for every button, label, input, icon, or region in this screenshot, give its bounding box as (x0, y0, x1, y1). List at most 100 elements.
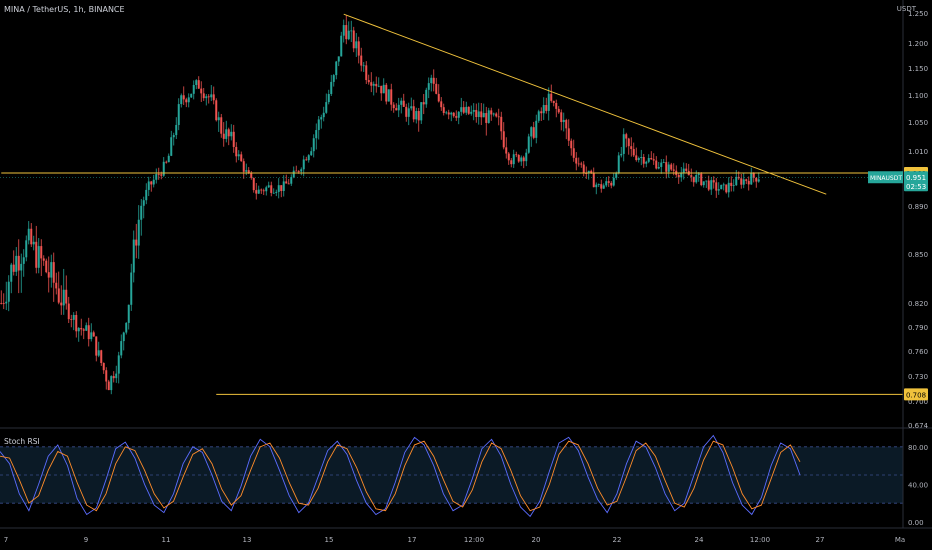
candle-body (517, 154, 520, 162)
candle-body (265, 187, 268, 192)
candle-body (17, 255, 20, 271)
candle-body (607, 181, 610, 183)
candle-body (170, 137, 173, 156)
symbol-tag (868, 171, 903, 184)
candle-body (272, 192, 275, 194)
candle-body (252, 177, 255, 191)
candle-body (302, 159, 305, 170)
candle-body (727, 182, 730, 193)
candle-body (247, 170, 250, 174)
candle-body (235, 146, 238, 157)
candle-body (60, 302, 63, 306)
time-tick-label: Ma (895, 536, 905, 544)
time-axis[interactable]: 7 9 11 13 15 17 12:00 20 22 24 12:00 27 Ma (0, 527, 932, 544)
indicator-title: Stoch RSI (4, 437, 40, 446)
time-tick-label: 11 (162, 536, 171, 544)
candle-body (205, 96, 208, 99)
candle-body (305, 159, 308, 161)
candle-body (360, 55, 363, 66)
candle-body (615, 173, 618, 178)
candle-body (97, 350, 100, 356)
candle-body (620, 153, 623, 156)
candle-body (447, 112, 450, 115)
price-axis[interactable]: 1.2501.2001.1501.1001.0501.0100.9600.890… (868, 10, 929, 527)
candle-body (527, 136, 530, 153)
candle-body (122, 332, 125, 342)
candle-body (292, 170, 295, 178)
candle-body (337, 56, 340, 62)
candle-body (740, 178, 743, 185)
candle-body (382, 84, 385, 94)
time-tick-label: 13 (243, 536, 252, 544)
price-tick-label: 0.674 (908, 422, 929, 430)
last-price-tag (904, 171, 928, 192)
candle-body (180, 95, 183, 105)
candle-body (355, 41, 358, 49)
candle-body (467, 106, 470, 114)
candle-body (107, 381, 110, 391)
descending-trendline (343, 13, 827, 195)
candle-body (477, 111, 480, 118)
candle-body (245, 170, 248, 172)
candle-body (120, 341, 123, 356)
candle-body (367, 80, 370, 83)
candle-body (70, 319, 73, 320)
candle-body (500, 116, 503, 132)
time-tick-label: 17 (408, 536, 417, 544)
candle-body (0, 303, 3, 304)
last-price-label: 0.951 (906, 174, 926, 182)
candle-body (685, 168, 688, 171)
candle-body (625, 134, 628, 139)
candle-body (747, 180, 750, 185)
stoch-rsi-pane[interactable] (0, 434, 903, 518)
candle-body (482, 113, 485, 118)
price-tick-label: 1.150 (908, 65, 928, 73)
candle-body (472, 109, 475, 112)
candle-body (622, 134, 625, 154)
candle-body (2, 303, 5, 304)
candle-body (752, 173, 755, 178)
candle-body (572, 148, 575, 158)
candle-body (395, 108, 398, 111)
candle-body (737, 176, 740, 179)
candle-body (677, 174, 680, 178)
candle-body (255, 190, 258, 194)
candle-body (80, 327, 83, 330)
candle-body (200, 88, 203, 94)
candle-body (397, 104, 400, 111)
candle-body (312, 138, 315, 152)
candle-body (77, 327, 80, 332)
candle-body (187, 97, 190, 103)
candle-body (105, 370, 108, 382)
candle-body (62, 289, 65, 306)
candle-body (102, 363, 105, 371)
price-pane[interactable] (0, 13, 903, 395)
candle-body (542, 105, 545, 114)
candle-body (485, 113, 488, 123)
candle-body (492, 113, 495, 115)
candle-body (502, 131, 505, 148)
candle-body (742, 179, 745, 185)
candle-body (325, 102, 328, 113)
candle-body (520, 157, 523, 162)
candle-body (387, 89, 390, 102)
candle-body (735, 176, 738, 186)
candle-body (587, 170, 590, 174)
candle-body (592, 173, 595, 188)
candle-body (37, 246, 40, 268)
candle-body (640, 157, 643, 159)
candle-body (300, 169, 303, 172)
candle-body (585, 173, 588, 174)
candle-body (227, 129, 230, 137)
candle-body (67, 303, 70, 320)
candle-body (672, 169, 675, 171)
candle-body (280, 185, 283, 191)
candle-body (365, 65, 368, 81)
candle-body (45, 260, 48, 273)
candle-body (642, 157, 645, 164)
stoch-tick-label: 40.00 (908, 481, 928, 489)
time-tick-label: 22 (613, 536, 622, 544)
candle-body (322, 112, 325, 118)
candle-body (162, 161, 165, 176)
candle-body (335, 61, 338, 76)
